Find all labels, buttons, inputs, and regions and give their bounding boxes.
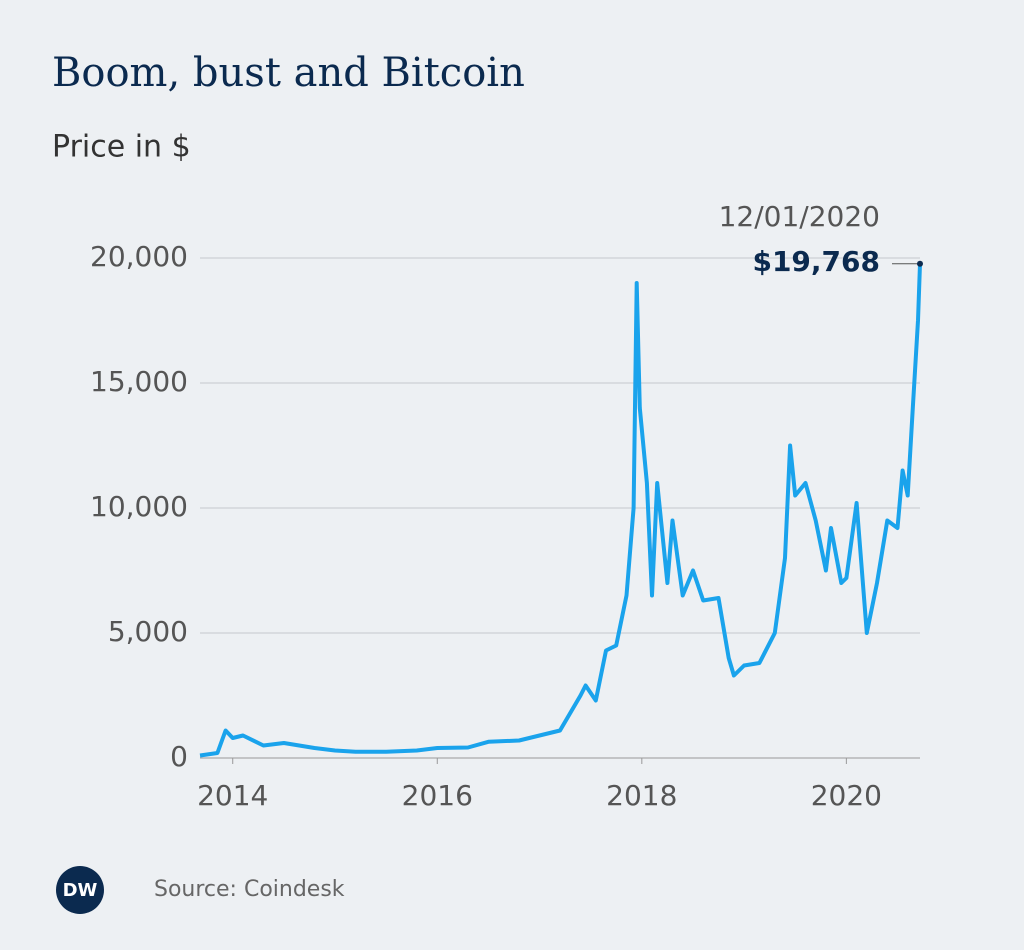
- chart-title: Boom, bust and Bitcoin: [52, 50, 525, 96]
- annotation-dot: [917, 260, 923, 267]
- source: Source: Coindesk: [154, 877, 345, 902]
- chart-subtitle: Price in $: [52, 130, 191, 165]
- y-tick-label: 20,000: [90, 240, 188, 273]
- y-tick-label: 10,000: [90, 490, 188, 523]
- y-tick-label: 0: [170, 740, 188, 773]
- annotation-label: $19,768: [752, 245, 880, 278]
- y-tick-label: 15,000: [90, 365, 188, 398]
- x-tick-label: 2016: [402, 779, 473, 812]
- logo: DW: [63, 880, 98, 901]
- price-line: [199, 263, 922, 758]
- y-tick-label: 5,000: [108, 615, 188, 648]
- logo-circle: [56, 866, 104, 914]
- x-tick-label: 2018: [606, 779, 677, 812]
- annotation-date: 12/01/2020: [719, 200, 880, 233]
- x-tick-label: 2020: [811, 779, 882, 812]
- x-tick-label: 2014: [197, 779, 268, 812]
